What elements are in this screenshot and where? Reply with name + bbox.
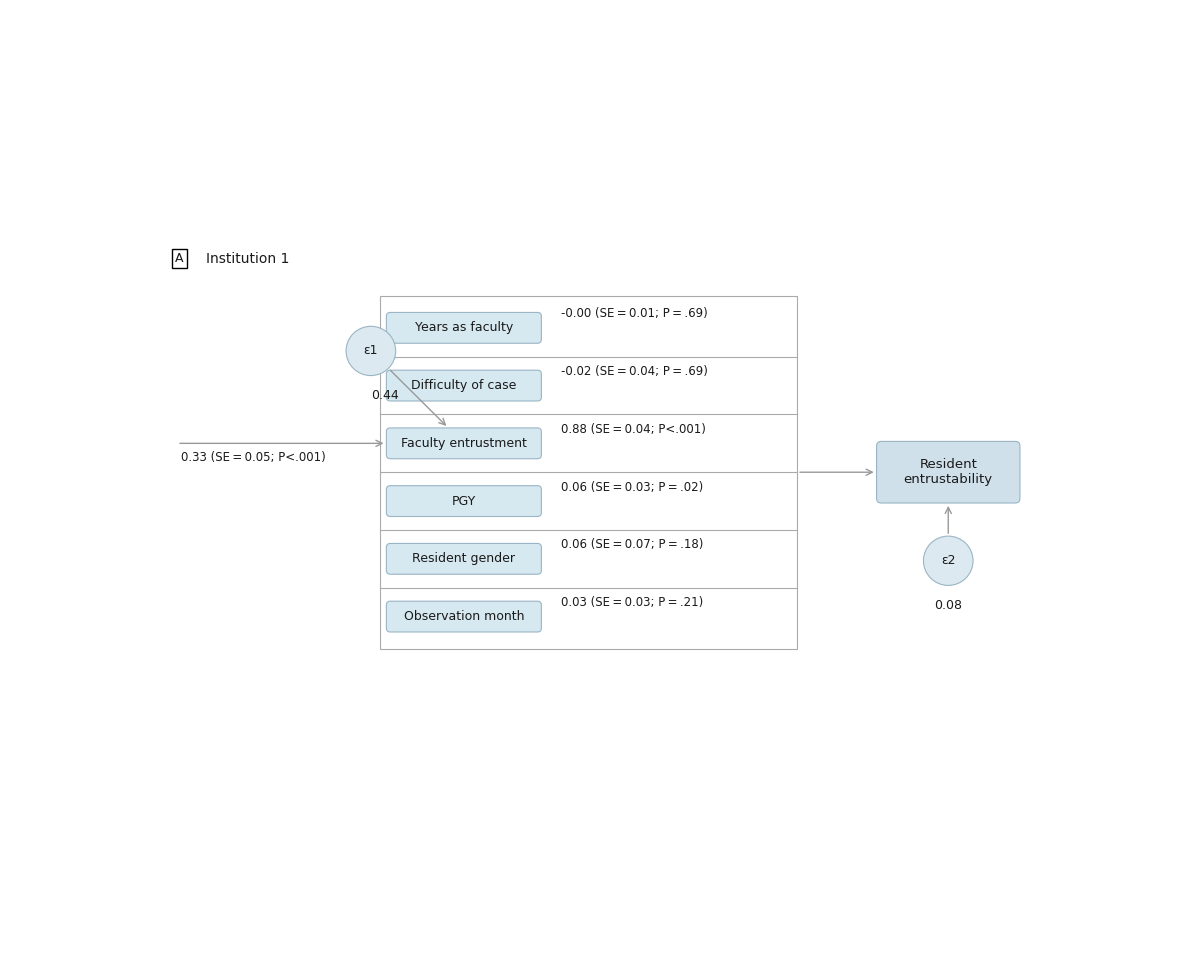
Text: PGY: PGY [451,495,476,507]
Text: Faculty entrustment: Faculty entrustment [401,437,527,450]
FancyBboxPatch shape [386,312,541,343]
Bar [380,295,797,649]
Text: Resident gender: Resident gender [413,553,515,565]
Text: Institution 1: Institution 1 [206,252,289,265]
Text: A: A [175,252,184,265]
Text: Difficulty of case: Difficulty of case [412,379,516,392]
Text: Observation month: Observation month [403,610,524,623]
Text: 0.33 (SE = 0.05; P<.001): 0.33 (SE = 0.05; P<.001) [181,451,325,464]
Text: Years as faculty: Years as faculty [415,321,514,334]
Text: 0.88 (SE = 0.04; P<.001): 0.88 (SE = 0.04; P<.001) [560,423,706,436]
Text: Resident
entrustability: Resident entrustability [904,458,992,486]
Circle shape [924,536,973,585]
Text: 0.03 (SE = 0.03; P = .21): 0.03 (SE = 0.03; P = .21) [560,596,703,609]
Text: 0.44: 0.44 [371,389,398,403]
Circle shape [346,327,396,376]
FancyBboxPatch shape [876,441,1020,503]
FancyBboxPatch shape [386,543,541,575]
FancyBboxPatch shape [386,485,541,516]
Text: 0.08: 0.08 [935,600,962,612]
FancyBboxPatch shape [386,428,541,458]
Text: ε2: ε2 [941,554,955,567]
FancyBboxPatch shape [386,370,541,401]
Text: -0.02 (SE = 0.04; P = .69): -0.02 (SE = 0.04; P = .69) [560,365,708,379]
Text: 0.06 (SE = 0.07; P = .18): 0.06 (SE = 0.07; P = .18) [560,538,703,552]
FancyBboxPatch shape [386,602,541,632]
Text: -0.00 (SE = 0.01; P = .69): -0.00 (SE = 0.01; P = .69) [560,308,708,320]
Text: 0.06 (SE = 0.03; P = .02): 0.06 (SE = 0.03; P = .02) [560,480,703,494]
Text: ε1: ε1 [364,344,378,357]
